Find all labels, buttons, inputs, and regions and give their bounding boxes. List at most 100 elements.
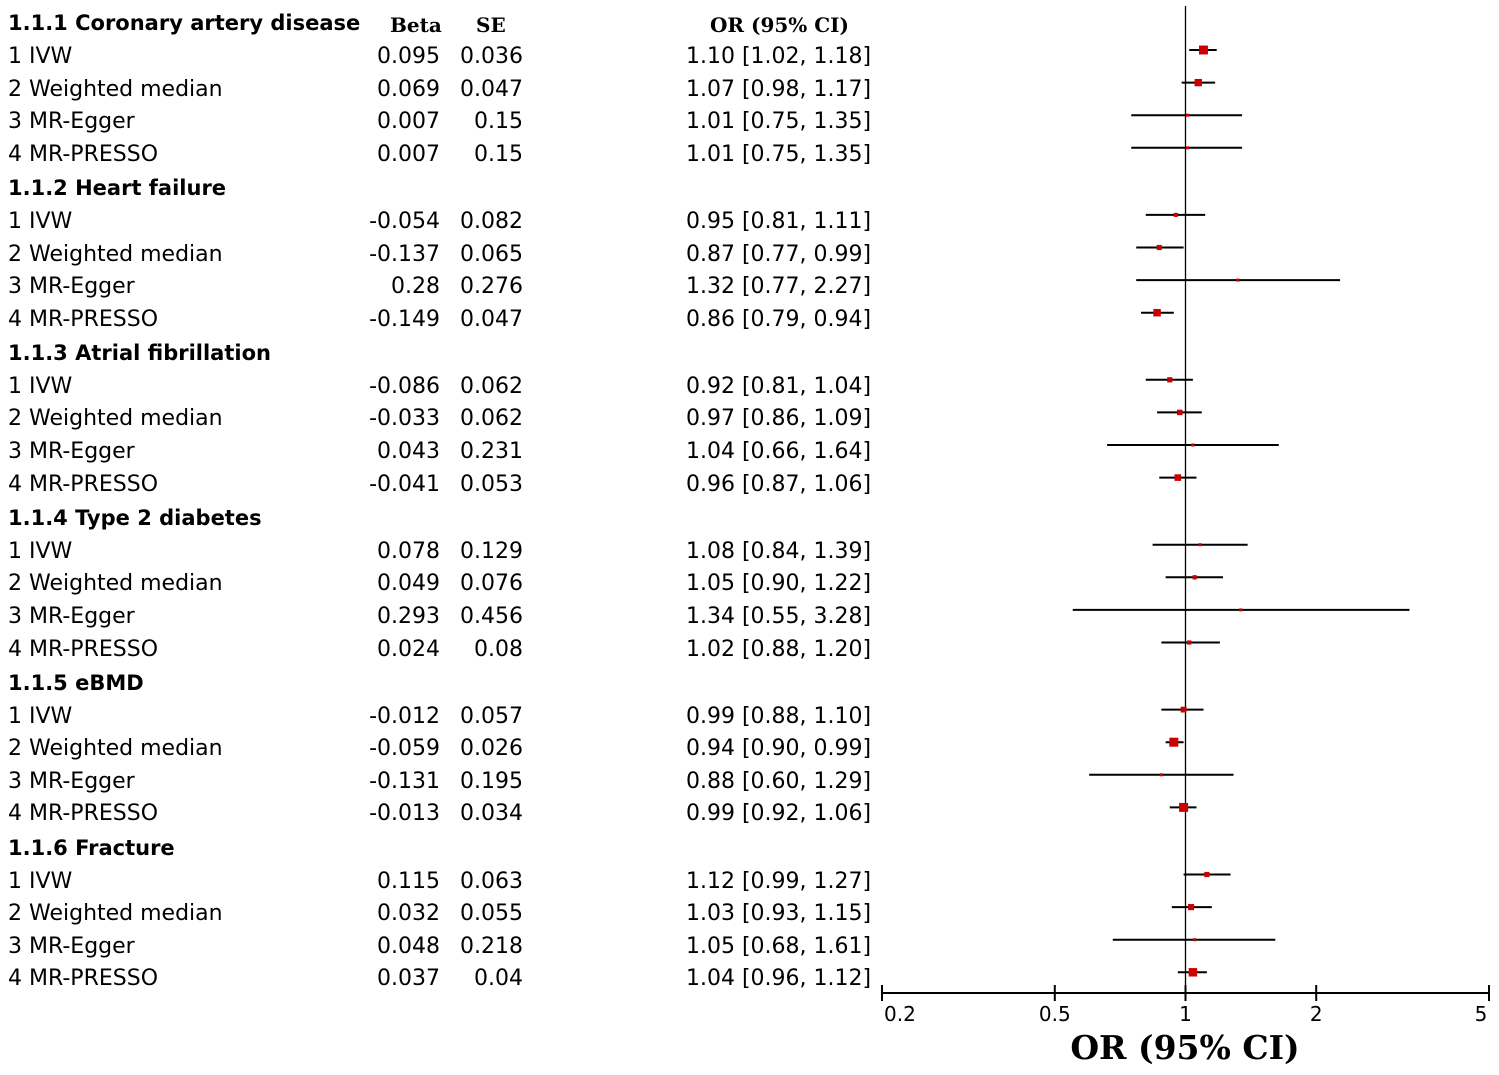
x-tick-label: 1 bbox=[1179, 1002, 1192, 1026]
header-se: SE bbox=[476, 13, 506, 37]
beta-value: -0.041 bbox=[369, 471, 440, 497]
group-title: 1.1.5 eBMD bbox=[8, 670, 144, 695]
method-label: 4 MR-PRESSO bbox=[8, 471, 159, 497]
point-estimate bbox=[1153, 308, 1161, 317]
beta-value: -0.137 bbox=[369, 241, 440, 267]
method-label: 2 Weighted median bbox=[8, 736, 223, 762]
se-value: 0.082 bbox=[460, 208, 523, 234]
beta-value: 0.032 bbox=[377, 901, 440, 927]
method-label: 1 IVW bbox=[8, 538, 73, 564]
or-ci-text: 0.88 [0.60, 1.29] bbox=[686, 768, 872, 794]
or-ci-text: 1.12 [0.99, 1.27] bbox=[686, 868, 872, 894]
se-value: 0.036 bbox=[460, 44, 523, 69]
beta-value: -0.013 bbox=[369, 801, 440, 827]
beta-value: -0.086 bbox=[369, 373, 440, 399]
se-value: 0.231 bbox=[460, 439, 523, 464]
method-label: 4 MR-PRESSO bbox=[8, 306, 159, 332]
beta-value: -0.012 bbox=[369, 703, 440, 729]
or-ci-text: 1.07 [0.98, 1.17] bbox=[686, 76, 872, 102]
method-label: 2 Weighted median bbox=[8, 901, 223, 927]
x-tick-label: 5 bbox=[1475, 1002, 1488, 1026]
or-ci-text: 1.05 [0.90, 1.22] bbox=[686, 571, 872, 597]
point-estimate bbox=[1204, 871, 1210, 878]
or-ci-text: 1.03 [0.93, 1.15] bbox=[686, 901, 872, 927]
or-ci-text: 0.92 [0.81, 1.04] bbox=[686, 373, 872, 399]
or-ci-text: 1.01 [0.75, 1.35] bbox=[686, 109, 872, 135]
point-estimate bbox=[1187, 640, 1192, 645]
method-label: 1 IVW bbox=[8, 208, 73, 234]
method-label: 1 IVW bbox=[8, 868, 73, 894]
beta-value: -0.054 bbox=[369, 208, 440, 234]
header-beta: Beta bbox=[390, 13, 442, 37]
se-value: 0.456 bbox=[460, 603, 523, 629]
or-ci-text: 0.99 [0.92, 1.06] bbox=[686, 801, 872, 827]
or-ci-text: 1.04 [0.96, 1.12] bbox=[686, 966, 872, 992]
method-label: 1 IVW bbox=[8, 373, 73, 399]
se-value: 0.065 bbox=[460, 241, 523, 267]
se-value: 0.218 bbox=[460, 933, 523, 959]
se-value: 0.026 bbox=[460, 736, 523, 762]
or-ci-text: 0.87 [0.77, 0.99] bbox=[686, 241, 872, 267]
se-value: 0.057 bbox=[460, 703, 523, 729]
point-estimate bbox=[1193, 938, 1197, 942]
se-value: 0.08 bbox=[474, 636, 523, 662]
group-title: 1.1.1 Coronary artery disease bbox=[8, 11, 361, 35]
se-value: 0.276 bbox=[460, 274, 523, 300]
point-estimate bbox=[1192, 575, 1197, 580]
or-ci-text: 0.94 [0.90, 0.99] bbox=[686, 736, 872, 762]
or-ci-text: 1.05 [0.68, 1.61] bbox=[686, 933, 872, 959]
se-value: 0.15 bbox=[474, 109, 523, 135]
beta-value: 0.069 bbox=[377, 76, 440, 102]
beta-value: 0.048 bbox=[377, 933, 440, 959]
or-ci-text: 0.99 [0.88, 1.10] bbox=[686, 703, 872, 729]
beta-value: 0.007 bbox=[377, 141, 440, 167]
se-value: 0.04 bbox=[474, 966, 523, 992]
beta-value: 0.007 bbox=[377, 109, 440, 135]
point-estimate bbox=[1185, 146, 1189, 150]
beta-value: 0.043 bbox=[377, 439, 440, 464]
or-ci-text: 0.95 [0.81, 1.11] bbox=[686, 208, 872, 234]
beta-value: -0.033 bbox=[369, 406, 440, 432]
se-value: 0.047 bbox=[460, 306, 523, 332]
beta-value: 0.095 bbox=[377, 44, 440, 69]
method-label: 4 MR-PRESSO bbox=[8, 141, 159, 167]
point-estimate bbox=[1236, 278, 1240, 282]
beta-value: 0.078 bbox=[377, 538, 440, 564]
method-label: 4 MR-PRESSO bbox=[8, 801, 159, 827]
x-axis-title: OR (95% CI) bbox=[1070, 1028, 1300, 1067]
point-estimate bbox=[1199, 45, 1208, 55]
se-value: 0.047 bbox=[460, 76, 523, 102]
method-label: 3 MR-Egger bbox=[8, 933, 135, 959]
se-value: 0.195 bbox=[460, 768, 523, 794]
beta-value: 0.293 bbox=[377, 603, 440, 629]
point-estimate bbox=[1159, 773, 1163, 777]
method-label: 3 MR-Egger bbox=[8, 603, 135, 629]
or-ci-text: 0.96 [0.87, 1.06] bbox=[686, 471, 872, 497]
beta-value: -0.131 bbox=[369, 768, 440, 794]
method-label: 1 IVW bbox=[8, 703, 73, 729]
se-value: 0.053 bbox=[460, 471, 523, 497]
beta-value: 0.28 bbox=[391, 274, 440, 300]
point-estimate bbox=[1179, 802, 1189, 812]
beta-value: 0.115 bbox=[377, 868, 440, 894]
group-title: 1.1.4 Type 2 diabetes bbox=[8, 505, 262, 530]
method-label: 2 Weighted median bbox=[8, 571, 223, 597]
method-label: 3 MR-Egger bbox=[8, 439, 135, 464]
method-label: 3 MR-Egger bbox=[8, 768, 135, 794]
method-label: 1 IVW bbox=[8, 44, 73, 69]
beta-value: 0.024 bbox=[377, 636, 440, 662]
point-estimate bbox=[1188, 968, 1198, 977]
or-ci-text: 1.04 [0.66, 1.64] bbox=[686, 439, 872, 464]
point-estimate bbox=[1185, 113, 1189, 117]
se-value: 0.034 bbox=[460, 801, 523, 827]
header-or-ci: OR (95% CI) bbox=[710, 13, 850, 37]
point-estimate bbox=[1198, 543, 1202, 547]
point-estimate bbox=[1173, 212, 1178, 217]
method-label: 3 MR-Egger bbox=[8, 109, 135, 135]
or-ci-text: 1.32 [0.77, 2.27] bbox=[686, 274, 872, 300]
point-estimate bbox=[1194, 78, 1202, 87]
point-estimate bbox=[1188, 904, 1195, 911]
group-title: 1.1.2 Heart failure bbox=[8, 175, 227, 200]
point-estimate bbox=[1174, 474, 1182, 481]
